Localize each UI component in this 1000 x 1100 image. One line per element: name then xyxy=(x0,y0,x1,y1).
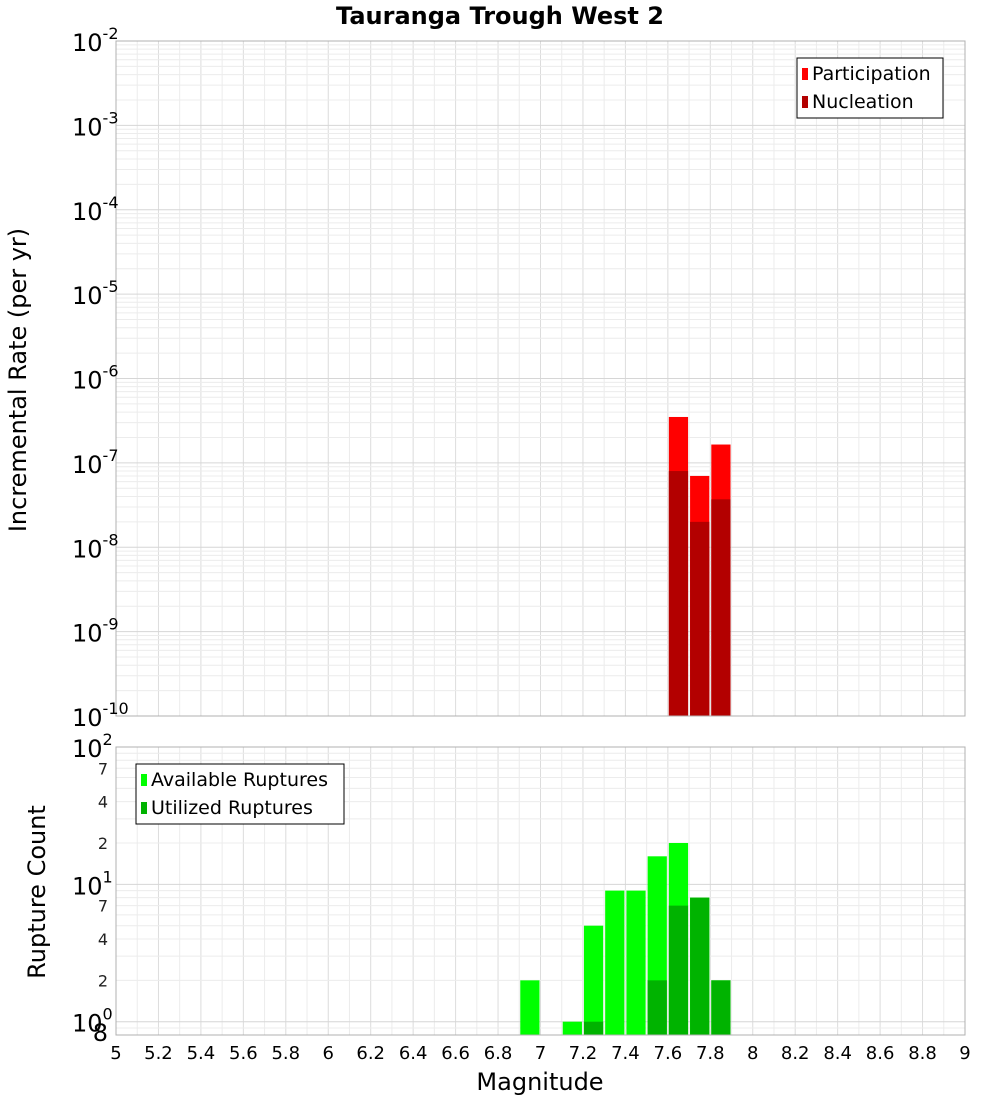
x-tick-label: 5.2 xyxy=(144,1043,173,1064)
x-tick-label: 8.2 xyxy=(781,1043,810,1064)
x-tick-label: 7.6 xyxy=(654,1043,683,1064)
y-tick-label: 102 xyxy=(72,730,113,763)
y-tick-label: 10-6 xyxy=(72,362,119,395)
bar-available-ruptures xyxy=(605,890,625,1035)
legend: Available Ruptures Utilized Ruptures xyxy=(135,763,345,825)
legend-label: Participation xyxy=(812,63,931,85)
legend-label: Nucleation xyxy=(812,91,914,113)
bar-nucleation xyxy=(668,471,689,716)
x-tick-label: 8.4 xyxy=(823,1043,852,1064)
y-tick-label: 10-3 xyxy=(72,108,119,141)
legend-swatch xyxy=(802,96,808,108)
legend-swatch xyxy=(141,774,147,786)
y-minor-tick-label: 2 xyxy=(98,834,108,853)
y-tick-label: 100 xyxy=(72,1005,113,1038)
plot-panel-0: 10-2 10-3 10-4 10-5 10-6 10-7 10-8 10-9 10-10 Par… xyxy=(72,24,966,732)
bar-nucleation xyxy=(690,521,710,716)
x-tick-label: 5.6 xyxy=(229,1043,258,1064)
bar-available-ruptures xyxy=(626,890,646,1035)
bar-available-ruptures xyxy=(562,1021,582,1035)
y-tick-label: 10-5 xyxy=(72,277,119,310)
legend: Participation Nucleation xyxy=(796,57,944,119)
x-tick-label: 8.8 xyxy=(908,1043,937,1064)
y-tick-label: 10-10 xyxy=(72,699,129,732)
bar-utilized-ruptures xyxy=(711,980,731,1035)
legend-label: Available Ruptures xyxy=(151,769,328,791)
y-tick-label: 10-2 xyxy=(72,24,119,57)
legend-box xyxy=(796,57,944,119)
bar-utilized-ruptures xyxy=(690,897,710,1035)
x-tick-label: 8 xyxy=(747,1043,758,1064)
bar-nucleation xyxy=(711,499,731,716)
y-tick-label: 10-9 xyxy=(72,615,119,648)
legend-box xyxy=(135,763,345,825)
y-minor-tick-label: 7 xyxy=(98,759,108,778)
x-tick-label: 6.2 xyxy=(356,1043,385,1064)
plot-border xyxy=(115,40,966,717)
y-minor-tick-label: 2 xyxy=(98,971,108,990)
plot-border xyxy=(115,746,966,1036)
x-tick-label: 5.4 xyxy=(187,1043,216,1064)
y-tick-label: 101 xyxy=(72,867,113,900)
x-tick-label: 6.8 xyxy=(484,1043,513,1064)
bottom-y-axis-title: Rupture Count xyxy=(23,805,51,979)
y-minor-tick-label: 4 xyxy=(98,793,108,812)
top-y-axis-title: Incremental Rate (per yr) xyxy=(4,228,32,532)
y-tick-label: 10-8 xyxy=(72,530,119,563)
bar-utilized-ruptures xyxy=(668,905,689,1035)
x-tick-label: 6 xyxy=(323,1043,334,1064)
bar-available-ruptures xyxy=(583,925,604,1035)
x-tick-label: 5.8 xyxy=(271,1043,300,1064)
x-tick-label: 8.6 xyxy=(866,1043,895,1064)
x-tick-label: 7.2 xyxy=(569,1043,598,1064)
bar-available-ruptures xyxy=(520,980,540,1035)
y-tick-label: 10-4 xyxy=(72,193,119,226)
x-tick-label: 7.8 xyxy=(696,1043,725,1064)
bar-utilized-ruptures xyxy=(647,980,667,1035)
x-tick-label: 6.6 xyxy=(441,1043,470,1064)
x-tick-label: 7.4 xyxy=(611,1043,640,1064)
y-minor-tick-label: 4 xyxy=(98,930,108,949)
y-minor-tick-label: 7 xyxy=(98,897,108,916)
bar-utilized-ruptures xyxy=(583,1021,604,1035)
y-tick-label: 10-7 xyxy=(72,446,119,479)
legend-label: Utilized Ruptures xyxy=(151,797,313,819)
x-axis-title: Magnitude xyxy=(476,1068,603,1096)
legend-swatch xyxy=(802,68,808,80)
legend-swatch xyxy=(141,802,147,814)
x-tick-label: 5 xyxy=(110,1043,121,1064)
x-tick-label: 7 xyxy=(535,1043,546,1064)
chart-title: Tauranga Trough West 2 xyxy=(336,2,664,30)
y-minor-tick-label: 8 xyxy=(93,1019,108,1047)
x-tick-label: 6.4 xyxy=(399,1043,428,1064)
x-tick-label: 9 xyxy=(959,1043,970,1064)
